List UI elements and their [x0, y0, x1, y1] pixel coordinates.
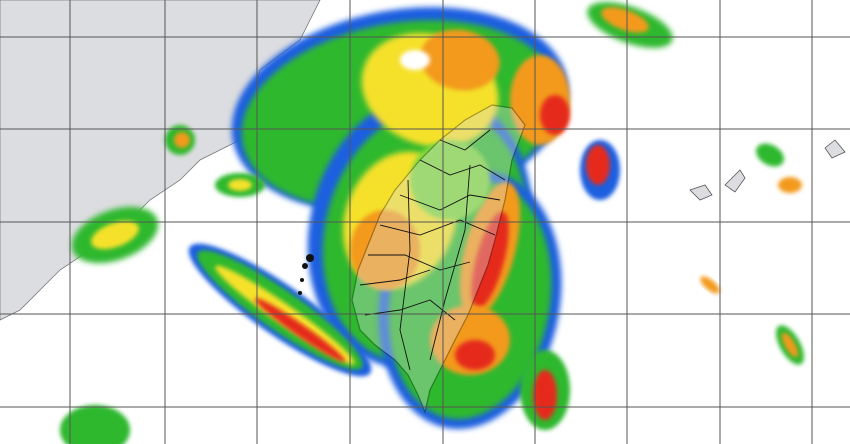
- radar-echo-orange: [420, 29, 500, 91]
- radar-echo-orange: [700, 276, 720, 294]
- radar-echo-green: [60, 405, 130, 444]
- radar-echo-orange: [601, 7, 649, 33]
- ryukyu-islands: [689, 139, 846, 201]
- radar-echo-orange: [350, 210, 420, 290]
- radar-echo-orange: [778, 177, 802, 193]
- radar-echo-red: [533, 370, 557, 420]
- radar-echo-yellow: [91, 220, 139, 250]
- radar-echo-yellow: [228, 179, 252, 191]
- penghu-islands: [298, 254, 314, 295]
- radar-echo-green: [756, 143, 784, 167]
- radar-echo-orange: [781, 332, 799, 358]
- radar-echo-sea: [400, 50, 430, 70]
- radar-echo-orange: [174, 132, 190, 148]
- county-borders: [359, 129, 506, 371]
- radar-echo-red: [455, 340, 495, 370]
- radar-echoes: [60, 2, 804, 444]
- taiwan-landmass: [351, 104, 526, 414]
- radar-echo-red: [471, 211, 509, 309]
- radar-echo-red: [540, 95, 570, 135]
- radar-echo-lightgreen: [410, 140, 490, 220]
- radar-echo-red: [586, 145, 610, 185]
